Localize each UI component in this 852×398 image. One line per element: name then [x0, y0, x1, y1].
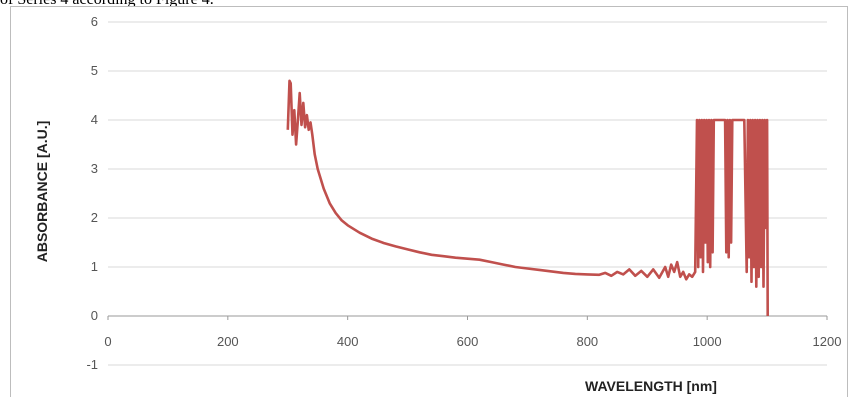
y-tick-label: 4	[91, 112, 98, 127]
tick-labels: -1 0 1 2 3 4 5 6 0 200 400 600 800 1000 1200	[86, 14, 841, 372]
y-tick-label: -1	[86, 357, 98, 372]
x-tick-label: 800	[576, 334, 598, 349]
series-lines	[286, 79, 770, 317]
y-tick-label: 2	[91, 210, 98, 225]
x-tick-label: 200	[217, 334, 239, 349]
absorbance-series-line	[286, 79, 770, 317]
x-tick-label: 1000	[693, 334, 722, 349]
y-axis-title: ABSORBANCE [A.U.]	[34, 121, 50, 263]
x-axis-title: WAVELENGTH [nm]	[585, 378, 717, 394]
x-tick-label: 600	[457, 334, 479, 349]
y-tick-label: 5	[91, 63, 98, 78]
y-tick-label: 6	[91, 14, 98, 29]
top-caption: of Series 4 according to Figure 4.	[0, 0, 214, 9]
y-tick-label: 3	[91, 161, 98, 176]
absorbance-chart: -1 0 1 2 3 4 5 6 0 200 400 600 800 1000 1200 ABSORBANC…	[34, 14, 841, 394]
grid-lines	[107, 21, 828, 366]
x-tick-label: 400	[337, 334, 359, 349]
x-tick-label: 1200	[813, 334, 842, 349]
chart-frame: -1 0 1 2 3 4 5 6 0 200 400 600 800 1000 1200 ABSORBANC…	[10, 6, 848, 397]
y-tick-label: 1	[91, 259, 98, 274]
y-tick-label: 0	[91, 308, 98, 323]
x-tick-label: 0	[104, 334, 111, 349]
